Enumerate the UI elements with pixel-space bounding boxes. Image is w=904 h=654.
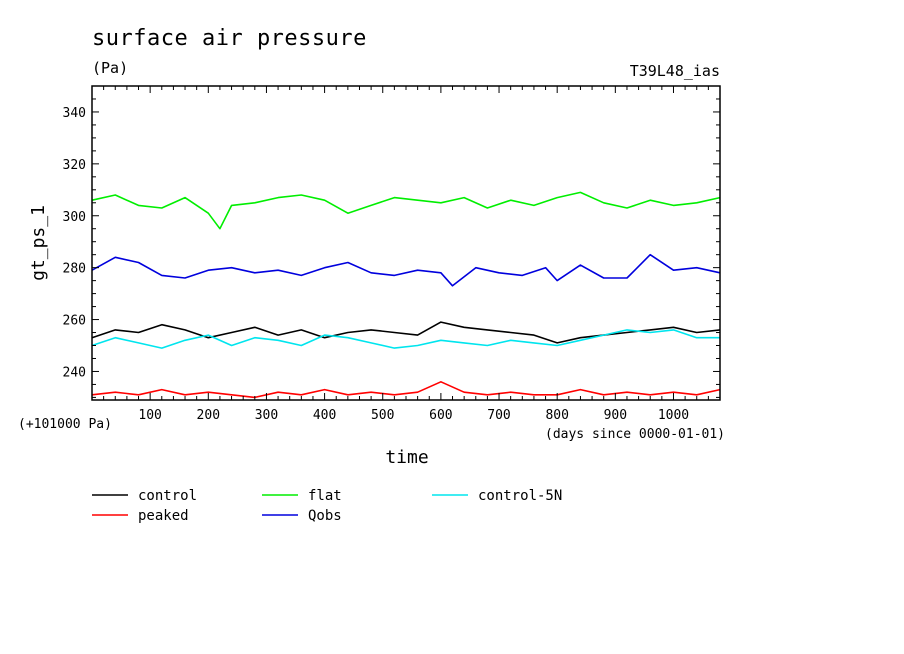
- x-tick-label: 400: [313, 408, 336, 423]
- x-tick-label: 1000: [658, 408, 689, 423]
- series-line-peaked: [91, 380, 721, 399]
- legend-label: Qobs: [308, 508, 342, 524]
- x-tick-label: 300: [255, 408, 278, 423]
- y-tick-label: 300: [63, 210, 86, 225]
- x-tick-label: 700: [487, 408, 510, 423]
- legend-label: control-5N: [478, 488, 562, 504]
- y-tick-label: 320: [63, 158, 86, 173]
- tick-layer: 100 200 300 400 500 600 700 800 900 1000 240 260 280…: [63, 85, 720, 423]
- y-tick-label: 260: [63, 314, 86, 329]
- x-tick-label: 100: [138, 408, 161, 423]
- x-unit-label: (days since 0000-01-01): [545, 427, 725, 442]
- y-axis-label: gt_ps_1: [28, 205, 49, 281]
- chart-title: surface air pressure: [92, 26, 367, 51]
- legend: control flat control-5N peaked Qobs: [92, 488, 562, 524]
- chart-units: (Pa): [92, 59, 128, 77]
- legend-label: peaked: [138, 508, 189, 524]
- y-tick-label: 340: [63, 106, 86, 121]
- x-tick-label: 600: [429, 408, 452, 423]
- x-tick-label: 800: [545, 408, 568, 423]
- x-tick-label: 900: [604, 408, 627, 423]
- x-tick-label: 500: [371, 408, 394, 423]
- x-tick-label: 200: [197, 408, 220, 423]
- series-line-control: [91, 321, 721, 344]
- legend-label: flat: [308, 488, 342, 504]
- series-line-qobs: [91, 253, 721, 287]
- x-axis-label: time: [385, 447, 428, 468]
- y-tick-label: 280: [63, 262, 86, 277]
- y-offset-label: (+101000 Pa): [18, 417, 112, 432]
- series-line-flat: [91, 191, 721, 230]
- legend-label: control: [138, 488, 197, 504]
- series-layer: [91, 191, 721, 399]
- run-label: T39L48_ias: [630, 62, 720, 80]
- y-tick-label: 240: [63, 365, 86, 380]
- plot-frame: [91, 85, 721, 401]
- series-line-control-5n: [91, 329, 720, 349]
